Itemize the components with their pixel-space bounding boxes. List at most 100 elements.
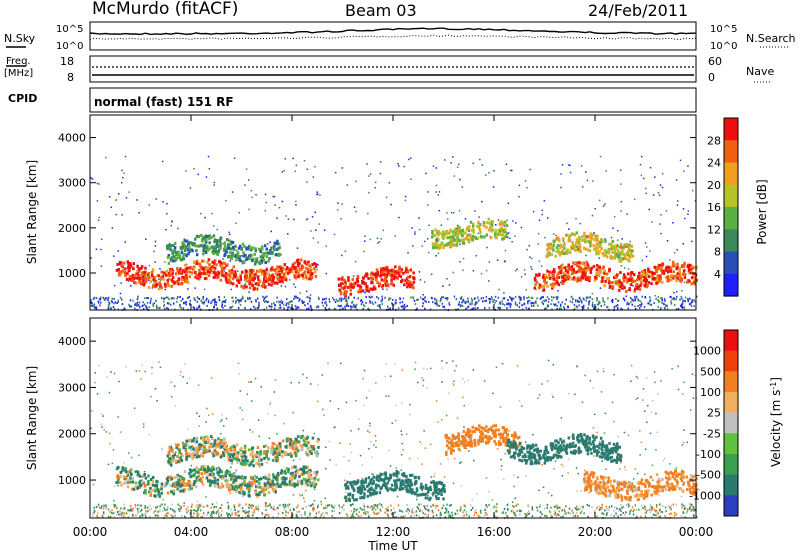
- scatter-point: [363, 250, 365, 253]
- scatter-point: [673, 291, 675, 294]
- feature-point: [374, 287, 377, 291]
- scatter-point: [110, 307, 112, 310]
- scatter-point: [123, 503, 125, 506]
- scatter-point: [421, 305, 424, 308]
- scatter-point: [229, 492, 231, 495]
- scatter-point: [546, 296, 549, 298]
- scatter-point: [631, 303, 633, 306]
- scatter-point: [644, 506, 646, 509]
- scatter-point: [537, 232, 540, 235]
- feature-point: [172, 482, 175, 486]
- scatter-point: [642, 177, 645, 180]
- scatter-point: [627, 503, 630, 506]
- scatter-point: [629, 297, 632, 299]
- feature-point: [252, 269, 255, 273]
- feature-point: [227, 246, 230, 250]
- scatter-point: [528, 299, 531, 302]
- feature-point: [622, 276, 625, 280]
- scatter-point: [208, 168, 211, 170]
- scatter-point: [492, 300, 494, 303]
- feature-point: [636, 286, 639, 289]
- feature-point: [207, 235, 210, 239]
- scatter-point: [113, 505, 116, 508]
- scatter-point: [286, 298, 288, 301]
- scatter-point: [163, 297, 165, 300]
- scatter-point: [379, 172, 382, 175]
- scatter-point: [157, 510, 159, 513]
- scatter-point: [587, 515, 589, 518]
- scatter-point: [643, 504, 646, 507]
- scatter-point: [460, 432, 463, 435]
- scatter-point: [272, 195, 274, 198]
- scatter-point: [647, 509, 649, 511]
- feature-point: [188, 241, 191, 245]
- scatter-point: [427, 516, 429, 519]
- scatter-point: [236, 514, 238, 516]
- scatter-point: [561, 301, 564, 304]
- scatter-point: [513, 505, 515, 508]
- feature-point: [601, 276, 604, 280]
- feature-point: [533, 277, 537, 280]
- feature-point: [166, 244, 169, 248]
- feature-point: [172, 244, 175, 247]
- scatter-point: [248, 381, 250, 383]
- power-colorbar-tick-label: 20: [707, 179, 721, 192]
- scatter-point: [285, 302, 288, 305]
- feature-point: [619, 245, 622, 249]
- scatter-point: [145, 305, 147, 308]
- scatter-point: [588, 504, 590, 507]
- feature-point: [666, 275, 670, 279]
- feature-point: [289, 472, 293, 476]
- scatter-point: [276, 217, 278, 219]
- scatter-point: [284, 509, 286, 511]
- scatter-point: [453, 295, 456, 298]
- scatter-point: [121, 214, 123, 216]
- feature-point: [628, 243, 631, 247]
- feature-point: [269, 274, 272, 278]
- scatter-point: [367, 512, 370, 515]
- scatter-point: [379, 508, 382, 511]
- feature-point: [499, 227, 503, 231]
- feature-point: [607, 277, 611, 280]
- scatter-point: [215, 304, 217, 306]
- feature-point: [676, 277, 680, 281]
- scatter-point: [531, 508, 534, 511]
- scatter-point: [472, 270, 475, 272]
- scatter-point: [357, 515, 360, 517]
- scatter-point: [491, 298, 494, 301]
- scatter-point: [351, 513, 354, 516]
- scatter-point: [276, 296, 278, 299]
- feature-point: [194, 271, 197, 274]
- feature-point: [229, 242, 233, 246]
- scatter-point: [345, 300, 347, 303]
- scatter-point: [629, 510, 631, 513]
- feature-point: [436, 243, 439, 247]
- scatter-point: [213, 303, 216, 306]
- feature-point: [276, 281, 279, 285]
- feature-point: [469, 233, 472, 237]
- scatter-point: [366, 505, 368, 508]
- feature-point: [637, 275, 640, 278]
- feature-point: [278, 246, 282, 250]
- scatter-point: [493, 299, 496, 302]
- feature-point: [208, 263, 211, 267]
- scatter-point: [180, 306, 182, 309]
- scatter-point: [251, 504, 253, 506]
- scatter-point: [400, 469, 402, 471]
- scatter-point: [693, 299, 695, 302]
- feature-point: [219, 243, 222, 247]
- feature-point: [314, 270, 317, 274]
- scatter-point: [368, 175, 370, 177]
- scatter-point: [421, 509, 423, 512]
- feature-point: [166, 278, 169, 282]
- scatter-point: [201, 301, 203, 304]
- scatter-point: [570, 295, 573, 298]
- power-colorbar-segment: [724, 184, 738, 208]
- scatter-point: [246, 393, 248, 395]
- feature-point: [603, 248, 607, 252]
- scatter-point: [226, 501, 229, 504]
- scatter-point: [149, 508, 151, 511]
- feature-point: [361, 279, 364, 283]
- scatter-point: [250, 300, 253, 303]
- scatter-point: [395, 516, 397, 519]
